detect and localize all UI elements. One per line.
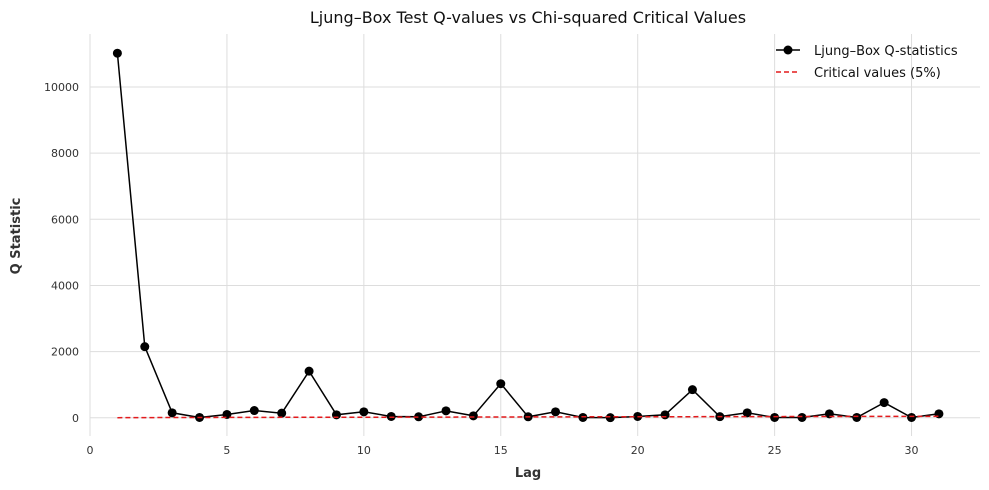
- data-point: [742, 408, 752, 418]
- y-tick-label: 2000: [51, 346, 79, 359]
- data-point: [770, 412, 780, 422]
- data-point: [496, 379, 506, 389]
- data-point: [879, 398, 889, 408]
- data-point: [660, 410, 670, 420]
- data-point: [551, 407, 561, 417]
- data-point: [852, 412, 862, 422]
- data-point: [605, 413, 615, 423]
- data-point: [907, 412, 917, 422]
- chart-title: Ljung–Box Test Q-values vs Chi-squared C…: [310, 8, 746, 27]
- x-tick-label: 25: [768, 444, 782, 457]
- data-point: [249, 406, 259, 416]
- data-point: [277, 408, 287, 418]
- y-tick-label: 4000: [51, 279, 79, 292]
- data-point: [687, 385, 697, 395]
- data-point: [414, 412, 424, 422]
- data-point: [359, 407, 369, 417]
- legend-label-critical-values: Critical values (5%): [814, 66, 941, 81]
- series-line-critical-values: [117, 415, 939, 419]
- data-point: [797, 412, 807, 422]
- series-layer: [112, 48, 944, 423]
- y-tick-label: 0: [72, 412, 79, 425]
- grid: [89, 34, 980, 436]
- y-tick-label: 8000: [51, 147, 79, 160]
- x-tick-label: 15: [494, 444, 508, 457]
- x-axis-ticks: 0 5 10 15 20 25 30: [87, 444, 919, 457]
- x-tick-label: 0: [87, 444, 94, 457]
- y-axis-ticks: 0 2000 4000 6000 8000 10000: [44, 81, 79, 425]
- series-line-ljung-box: [116, 53, 940, 419]
- data-point: [304, 366, 314, 376]
- y-axis-title: Q Statistic: [9, 198, 24, 275]
- x-tick-label: 20: [631, 444, 645, 457]
- x-tick-label: 5: [223, 444, 230, 457]
- legend-marker-ljung-box: [783, 45, 793, 55]
- data-point: [140, 342, 150, 352]
- data-point: [331, 410, 341, 420]
- x-tick-label: 10: [357, 444, 371, 457]
- y-tick-label: 10000: [44, 81, 79, 94]
- data-point: [112, 48, 122, 58]
- data-point: [441, 406, 451, 416]
- legend-label-ljung-box: Ljung–Box Q-statistics: [814, 44, 958, 59]
- x-axis-title: Lag: [515, 466, 541, 481]
- data-point: [167, 408, 177, 418]
- data-point: [468, 411, 478, 421]
- legend: Ljung–Box Q-statistics Critical values (…: [776, 44, 958, 81]
- y-tick-label: 6000: [51, 213, 79, 226]
- x-tick-label: 30: [905, 444, 919, 457]
